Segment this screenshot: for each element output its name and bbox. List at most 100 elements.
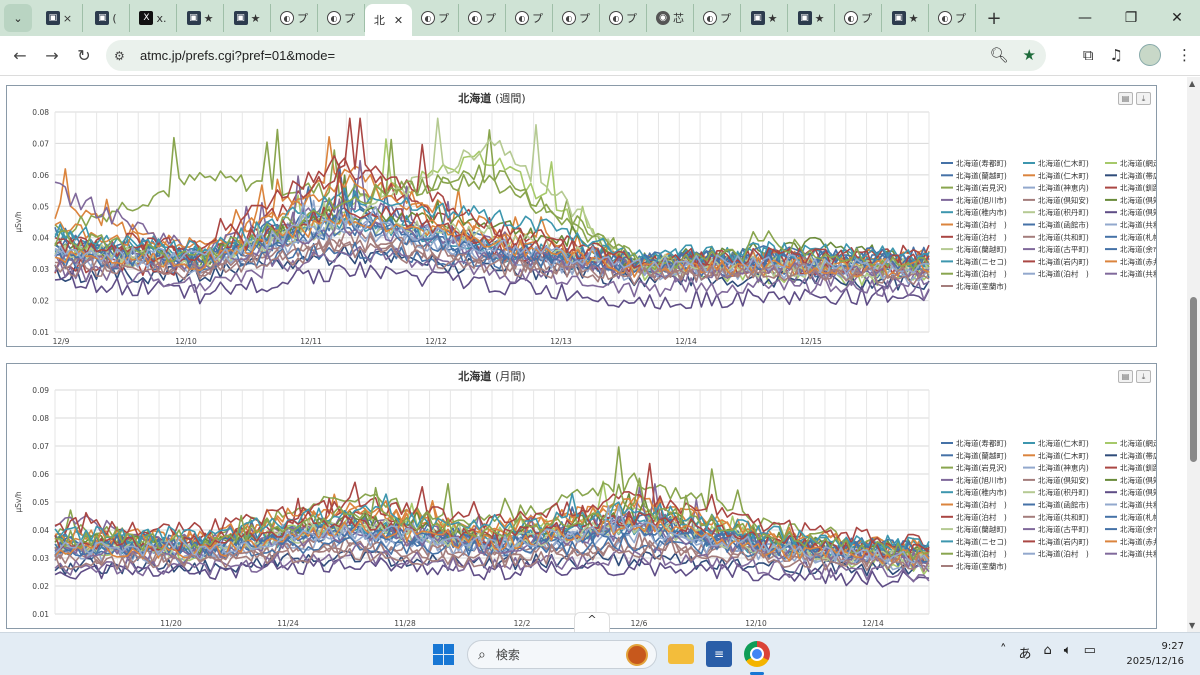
legend-item[interactable]: 北海道(古平町) [1038, 524, 1089, 534]
close-tab-icon[interactable]: ✕ [393, 13, 404, 27]
legend-item[interactable]: 北海道(網走市) [1120, 158, 1156, 168]
legend-item[interactable]: 北海道(泊村 ) [956, 549, 1007, 559]
scroll-down-icon[interactable]: ▼ [1189, 621, 1196, 630]
legend-item[interactable]: 北海道(赤井川) [1120, 256, 1156, 266]
legend-item[interactable]: 北海道(岩内町) [1038, 256, 1089, 266]
legend-item[interactable]: 北海道(神恵内) [1038, 463, 1089, 473]
notepad-icon[interactable]: ≡ [706, 641, 732, 667]
browser-tab[interactable]: ◐ プ [835, 4, 882, 32]
back-button[interactable]: ← [13, 46, 27, 65]
legend-item[interactable]: 北海道(共和町) [1120, 269, 1156, 279]
new-tab-button[interactable]: + [986, 7, 1002, 29]
browser-tab[interactable]: ▣ ★ [224, 4, 271, 32]
browser-tab[interactable]: ◐ プ [506, 4, 553, 32]
legend-item[interactable]: 北海道(泊村 ) [956, 232, 1007, 242]
legend-item[interactable]: 北海道(函館市) [1038, 500, 1089, 510]
browser-tab[interactable]: ▣ ★ [882, 4, 929, 32]
legend-item[interactable]: 北海道(泊村 ) [956, 500, 1007, 510]
legend-item[interactable]: 北海道(寿都町) [956, 438, 1007, 448]
site-info-icon[interactable]: ⚙ [114, 48, 125, 63]
media-controls-icon[interactable]: ♫ [1109, 46, 1123, 64]
legend-item[interactable]: 北海道(共和町) [1038, 512, 1089, 522]
legend-item[interactable]: 北海道(札幌市) [1120, 232, 1156, 242]
legend-item[interactable]: 北海道(倶知安) [1038, 475, 1089, 485]
legend-item[interactable]: 北海道(倶知安) [1038, 195, 1089, 205]
ime-indicator[interactable]: あ [1018, 647, 1032, 662]
legend-item[interactable]: 北海道(倶知安) [1120, 487, 1156, 497]
legend-item[interactable]: 北海道(泊村 ) [956, 269, 1007, 279]
close-window-button[interactable]: ✕ [1171, 10, 1183, 26]
browser-tab[interactable]: ◐ プ [553, 4, 600, 32]
export-chart-button[interactable]: ⤓ [1136, 370, 1151, 383]
browser-tab[interactable]: ◐ プ [412, 4, 459, 32]
browser-tab[interactable]: ◉ 芯 [647, 4, 694, 32]
browser-tab[interactable]: ▣ ★ [788, 4, 835, 32]
legend-item[interactable]: 北海道(古平町) [1038, 244, 1089, 254]
page-scrollbar[interactable]: ▲ ▼ [1187, 77, 1200, 632]
browser-tab[interactable]: ◐ プ [271, 4, 318, 32]
legend-item[interactable]: 北海道(仁木町) [1038, 450, 1089, 460]
network-icon[interactable]: ⌂ [1043, 643, 1052, 658]
legend-item[interactable]: 北海道(帯広市) [1120, 170, 1156, 180]
profile-avatar[interactable] [1139, 44, 1161, 66]
browser-tab[interactable]: ▣ × [36, 4, 83, 32]
legend-item[interactable]: 北海道(室蘭市) [956, 281, 1007, 291]
legend-item[interactable]: 北海道(蘭越町) [956, 524, 1007, 534]
legend-item[interactable]: 北海道(积丹町) [1038, 487, 1089, 497]
forward-button[interactable]: → [45, 46, 59, 65]
legend-item[interactable]: 北海道(泊村 ) [956, 220, 1007, 230]
legend-item[interactable]: 北海道(倶知安) [1120, 475, 1156, 485]
zoom-icon[interactable]: 🔍︎ [989, 46, 1009, 64]
legend-item[interactable]: 北海道(旭川市) [956, 475, 1007, 485]
legend-item[interactable]: 北海道(泊村 ) [1038, 549, 1089, 559]
legend-item[interactable]: 北海道(札幌市) [1120, 512, 1156, 522]
legend-item[interactable]: 北海道(神恵内) [1038, 183, 1089, 193]
print-chart-button[interactable]: ▤ [1118, 370, 1133, 383]
legend-item[interactable]: 北海道(共和町) [1120, 549, 1156, 559]
restore-button[interactable]: ❐ [1124, 10, 1138, 26]
browser-tab[interactable]: ▣ ★ [741, 4, 788, 32]
browser-tab[interactable]: ◐ プ [694, 4, 741, 32]
export-chart-button[interactable]: ⤓ [1136, 92, 1151, 105]
scroll-up-icon[interactable]: ▲ [1189, 79, 1196, 88]
battery-icon[interactable]: ▭ [1083, 643, 1096, 658]
browser-tab[interactable]: ▣ ★ [177, 4, 224, 32]
menu-icon[interactable]: ⋮ [1177, 46, 1192, 64]
clock[interactable]: 9:27 2025/12/16 [1126, 639, 1184, 669]
legend-item[interactable]: 北海道(帯広市) [1120, 450, 1156, 460]
browser-tab[interactable]: ▣( [83, 4, 130, 32]
print-chart-button[interactable]: ▤ [1118, 92, 1133, 105]
collapse-button[interactable]: ^ [574, 612, 610, 632]
legend-item[interactable]: 北海道(仁木町) [1038, 438, 1089, 448]
scroll-thumb[interactable] [1190, 297, 1197, 462]
browser-tab[interactable]: ◐ プ [600, 4, 647, 32]
legend-item[interactable]: 北海道(室蘭市) [956, 561, 1007, 571]
legend-item[interactable]: 北海道(ニセコ) [956, 536, 1007, 546]
legend-item[interactable]: 北海道(赤井川) [1120, 536, 1156, 546]
legend-item[interactable]: 北海道(岩見沢) [956, 183, 1007, 193]
taskbar-search[interactable]: ⌕ 検索 [467, 640, 657, 669]
legend-item[interactable]: 北海道(倶知安) [1120, 207, 1156, 217]
reload-button[interactable]: ↻ [77, 46, 91, 65]
url-text[interactable]: atmc.jp/prefs.cgi?pref=01&mode= [140, 48, 336, 63]
legend-item[interactable]: 北海道(ニセコ) [956, 256, 1007, 266]
tab-search-button[interactable]: ⌄ [4, 4, 32, 32]
legend-item[interactable]: 北海道(稚内市) [956, 487, 1007, 497]
volume-icon[interactable]: 🔈︎ [1063, 643, 1072, 658]
browser-tab[interactable]: ◐ プ [459, 4, 506, 32]
legend-item[interactable]: 北海道(共和町) [1120, 500, 1156, 510]
windows-start-button[interactable] [433, 644, 454, 665]
legend-item[interactable]: 北海道(倶知安) [1120, 195, 1156, 205]
legend-item[interactable]: 北海道(积丹町) [1038, 207, 1089, 217]
legend-item[interactable]: 北海道(余市町) [1120, 524, 1156, 534]
browser-tab[interactable]: 北 ✕ [365, 4, 412, 36]
chrome-icon[interactable] [744, 641, 770, 667]
legend-item[interactable]: 北海道(旭川市) [956, 195, 1007, 205]
legend-item[interactable]: 北海道(泊村 ) [1038, 269, 1089, 279]
legend-item[interactable]: 北海道(岩見沢) [956, 463, 1007, 473]
legend-item[interactable]: 北海道(寿都町) [956, 158, 1007, 168]
legend-item[interactable]: 北海道(稚内市) [956, 207, 1007, 217]
legend-item[interactable]: 北海道(岩内町) [1038, 536, 1089, 546]
legend-item[interactable]: 北海道(蘭越町) [956, 244, 1007, 254]
legend-item[interactable]: 北海道(泊村 ) [956, 512, 1007, 522]
